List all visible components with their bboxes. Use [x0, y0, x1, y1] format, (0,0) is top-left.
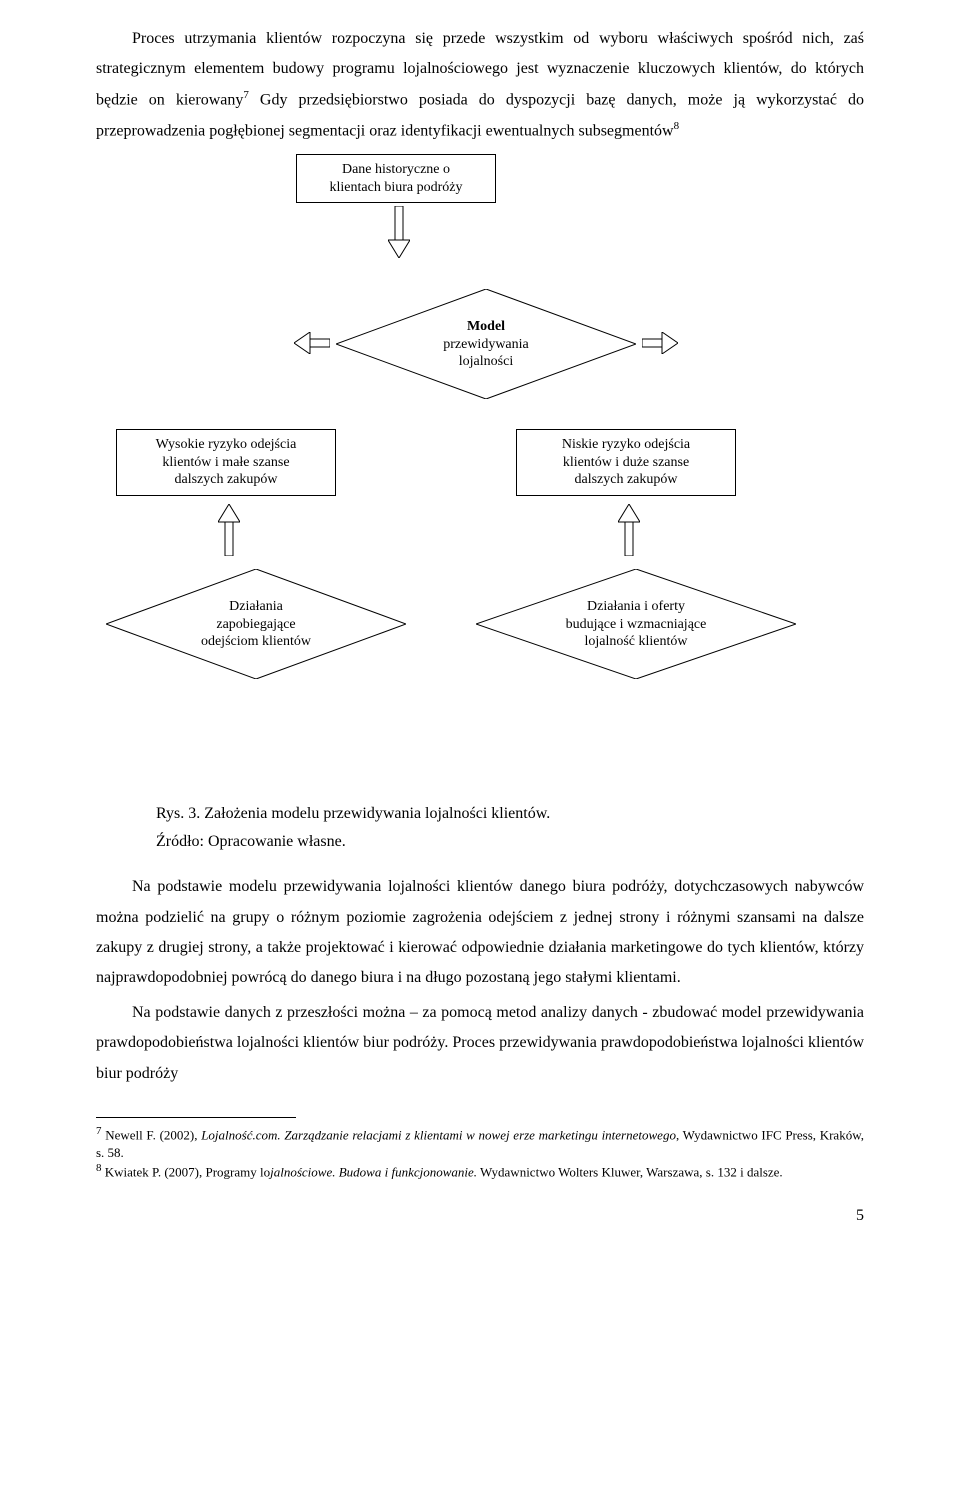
paragraph-1: Proces utrzymania klientów rozpoczyna si… — [96, 24, 864, 146]
figure-caption-line1: Rys. 3. Założenia modelu przewidywania l… — [156, 802, 864, 826]
diamond-left-line1: Działania — [229, 599, 283, 614]
diamond-right-line1: Działania i oferty — [587, 599, 685, 614]
footnote-7: 7 Newell F. (2002), Lojalność.com. Zarzą… — [96, 1124, 864, 1161]
page-number: 5 — [96, 1201, 864, 1231]
loyalty-model-flowchart: Dane historyczne oklientach biura podróż… — [96, 154, 864, 794]
diamond-right-line2: budujące i wzmacniające — [566, 616, 707, 631]
node-model-diamond: Model przewidywania lojalności — [336, 289, 636, 399]
footnote-ref-8: 8 — [674, 120, 680, 132]
arrow-left-up — [218, 504, 240, 562]
node-high-risk: Wysokie ryzyko odejściaklientów i małe s… — [116, 429, 336, 496]
footnote-8-a: Kwiatek P. (2007), Programy lo — [102, 1165, 271, 1180]
node-prevent-diamond: Działania zapobiegające odejściom klient… — [106, 569, 406, 679]
figure-caption-line2: Źródło: Opracowanie własne. — [156, 830, 864, 854]
arrow-right-up — [618, 504, 640, 562]
footnote-7-a: Newell F. (2002), — [102, 1127, 202, 1142]
arrow-center-right — [642, 332, 678, 360]
diamond-center-line2: przewidywania — [443, 336, 529, 351]
diamond-left-line2: zapobiegające — [216, 616, 295, 631]
paragraph-2: Na podstawie modelu przewidywania lojaln… — [96, 872, 864, 994]
diamond-center-line3: lojalności — [459, 354, 513, 369]
node-historical-data: Dane historyczne oklientach biura podróż… — [296, 154, 496, 203]
footnote-separator — [96, 1117, 296, 1118]
footnote-8: 8 Kwiatek P. (2007), Programy lojalności… — [96, 1161, 864, 1181]
footnote-7-em: Lojalność.com. Zarządzanie relacjami z k… — [201, 1127, 676, 1142]
arrow-center-left — [294, 332, 330, 360]
footnote-8-b: Wydawnictwo Wolters Kluwer, Warszawa, s.… — [477, 1165, 783, 1180]
node-low-risk: Niskie ryzyko odejściaklientów i duże sz… — [516, 429, 736, 496]
diamond-left-line3: odejściom klientów — [201, 634, 311, 649]
diamond-center-line1: Model — [467, 319, 505, 334]
paragraph-3: Na podstawie danych z przeszłości można … — [96, 998, 864, 1089]
arrow-top-down — [388, 206, 410, 264]
node-build-diamond: Działania i oferty budujące i wzmacniają… — [476, 569, 796, 679]
footnote-8-em: jalnościowe. Budowa i funkcjonowanie. — [270, 1165, 477, 1180]
diamond-right-line3: lojalność klientów — [584, 634, 687, 649]
